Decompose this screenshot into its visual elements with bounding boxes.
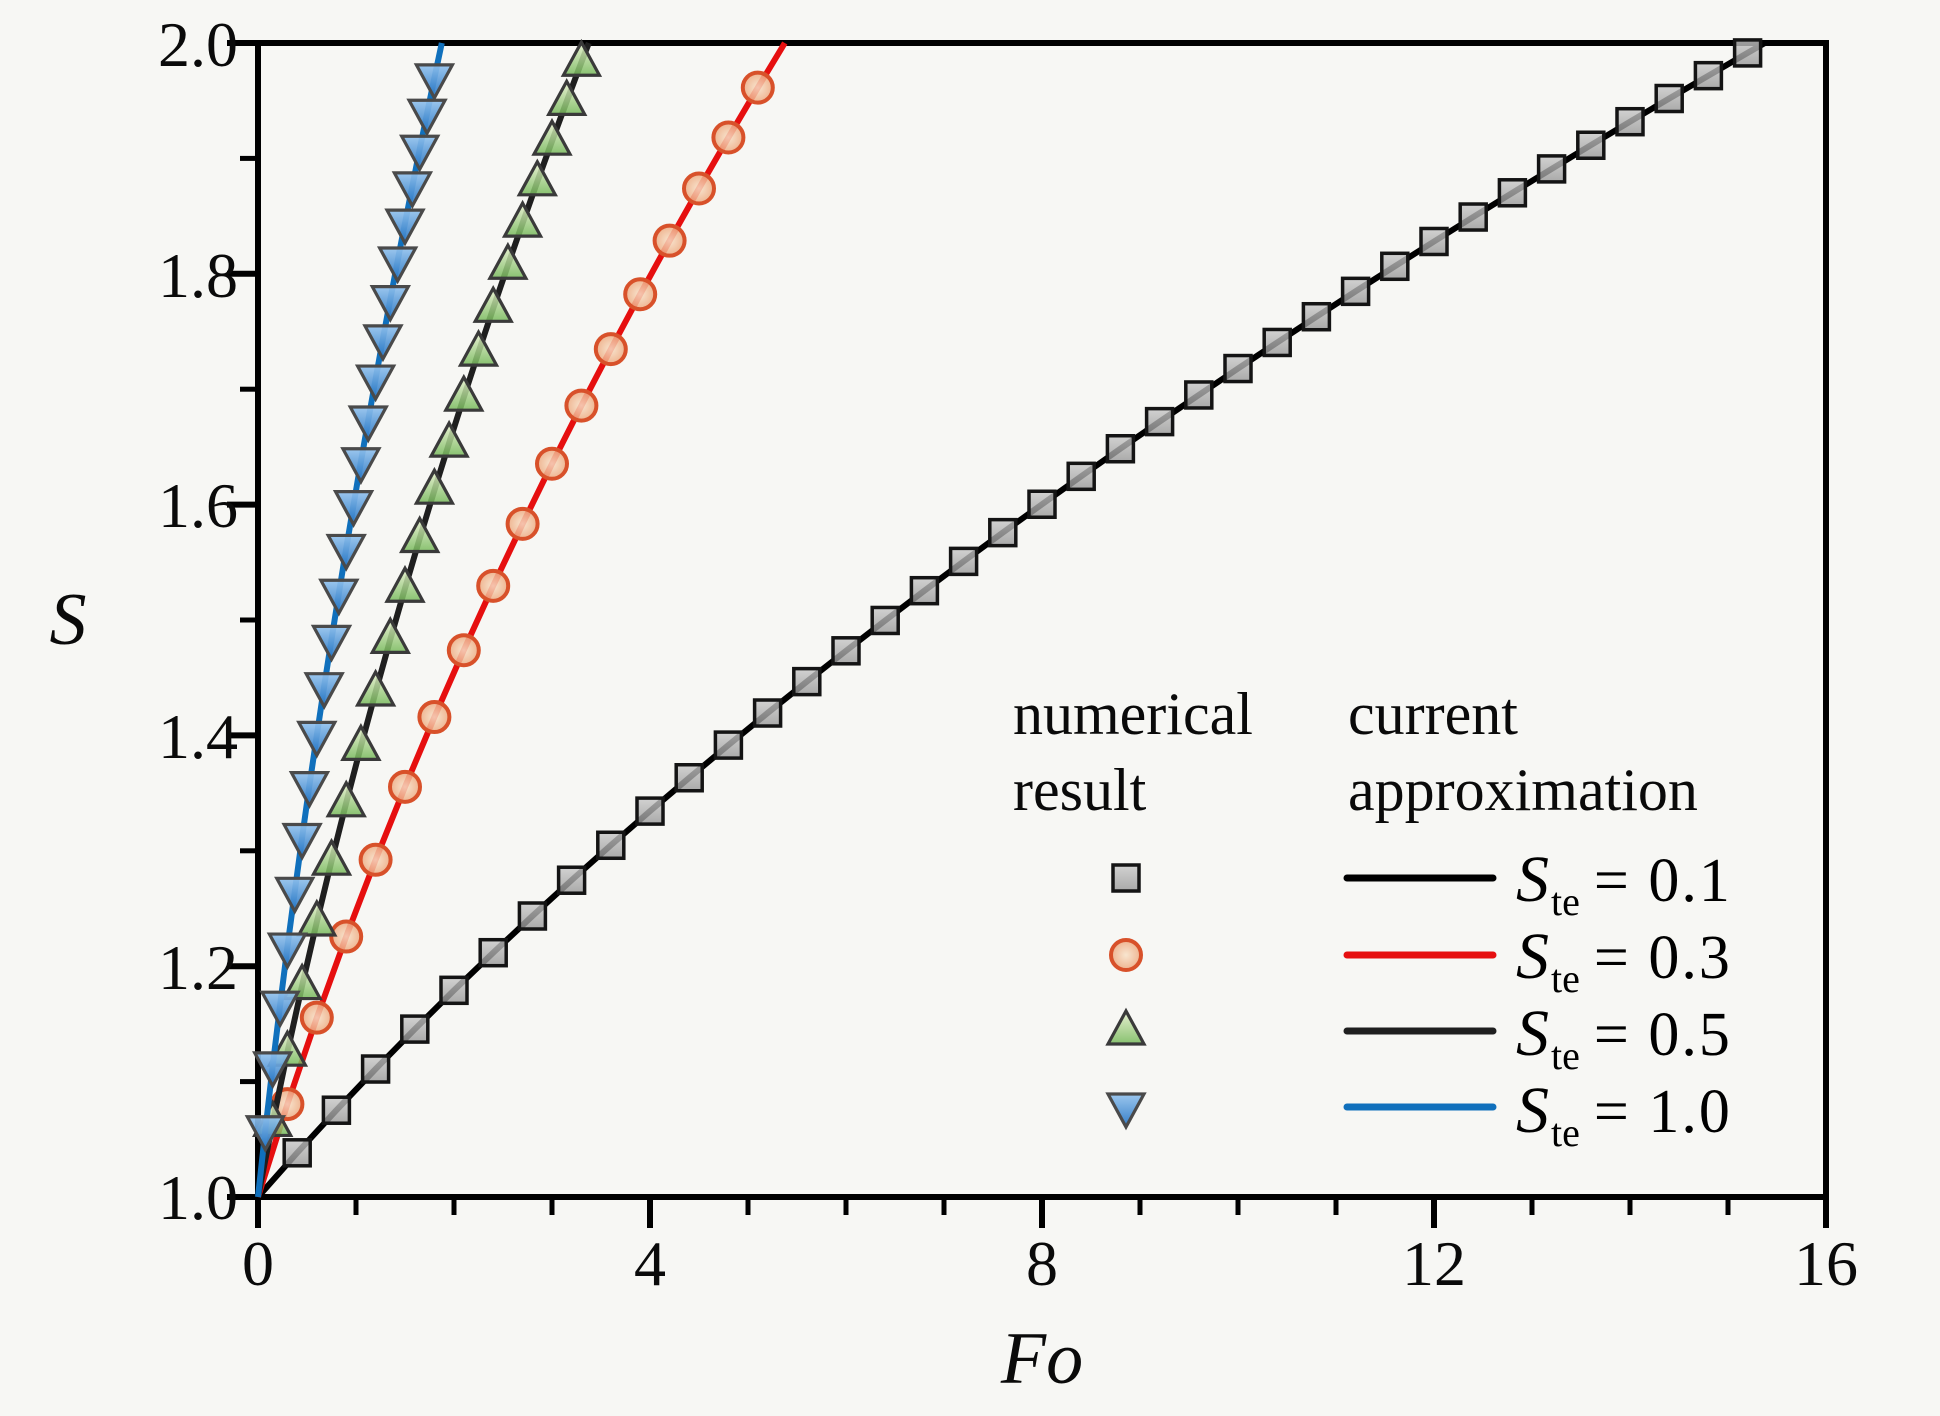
ste-subscript: te [1551,879,1580,924]
axes-ticks [227,40,1829,1228]
legend-symbols [1105,863,1497,1131]
y-tick-label: 1.8 [158,240,238,311]
x-axis-title: Fo [1000,1318,1084,1400]
x-tick-label: 8 [1026,1228,1058,1299]
ste-value: = 0.3 [1593,924,1732,992]
ste-value: = 0.5 [1593,1001,1732,1069]
y-tick-label: 2.0 [158,9,238,80]
ste-value: = 0.1 [1593,847,1732,915]
legend-col1-title-line2: result [1013,757,1147,823]
series-ste-1.0 [244,42,456,1198]
ste-symbol: S [1516,997,1549,1070]
ste-symbol: S [1516,843,1549,916]
ste-symbol: S [1516,1074,1549,1147]
x-tick-label: 16 [1794,1228,1858,1299]
y-axis-title: S [49,579,87,661]
legend-col2-title-line1: current [1348,681,1518,747]
ste-subscript: te [1551,1110,1580,1155]
ste-symbol: S [1516,920,1549,993]
plot-border [255,40,1829,1200]
y-tick-label: 1.4 [158,701,238,772]
ste-subscript: te [1551,1033,1580,1078]
legend-col2-title-line2: approximation [1348,757,1698,823]
ste-subscript: te [1551,956,1580,1001]
ste-value: = 1.0 [1593,1078,1732,1146]
x-tick-label: 0 [242,1228,274,1299]
y-tick-label: 1.2 [158,932,238,1003]
series-ste-0.1 [255,38,1767,1199]
x-tick-label: 4 [634,1228,666,1299]
legend-col1-title-line1: numerical [1013,681,1253,747]
x-tick-label: 12 [1402,1228,1466,1299]
series-ste-0.3 [255,41,788,1198]
y-tick-label: 1.6 [158,470,238,541]
series-ste-0.5 [252,38,603,1198]
y-tick-label: 1.0 [158,1162,238,1233]
